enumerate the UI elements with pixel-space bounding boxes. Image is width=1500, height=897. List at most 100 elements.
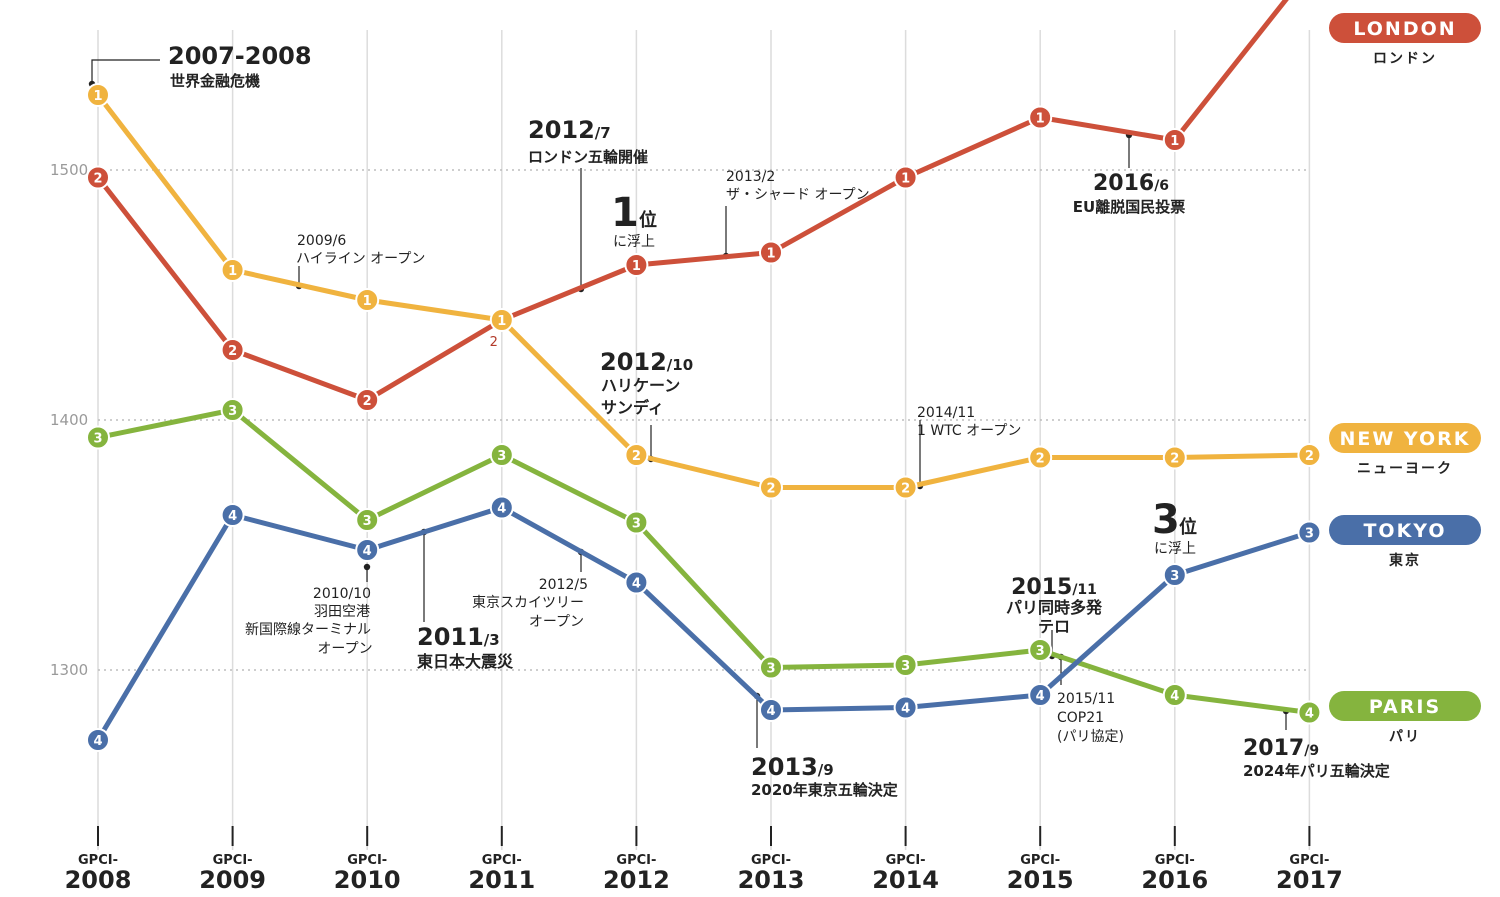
- point-london-2013: [759, 240, 783, 265]
- rank-label-newyork-2009: 1: [228, 264, 237, 279]
- legend-pill-paris: [1329, 691, 1481, 721]
- rank-label-newyork-2008: 1: [93, 89, 102, 104]
- rank-label-paris-2016: 4: [1170, 689, 1179, 704]
- annotation-dot-8: [363, 563, 371, 571]
- rank-label-tokyo-2014: 4: [901, 702, 910, 717]
- point-london-2016: [1162, 128, 1187, 152]
- annotation-earthquake-text: 東日本大震災: [417, 652, 514, 671]
- y-tick-label-1500: 1500: [50, 161, 88, 179]
- x-tick-prefix-2014: GPCI-: [886, 853, 926, 868]
- point-tokyo-2009: [220, 503, 245, 527]
- x-tick-label-2011: 2011: [468, 866, 535, 894]
- point-paris-2014: [893, 653, 918, 677]
- x-tick-label-2017: 2017: [1276, 866, 1343, 894]
- annotation-paris-attacks-text-1: パリ同時多発: [1006, 598, 1103, 617]
- rank-label-newyork-2014: 2: [901, 482, 910, 497]
- annotation-wtc-text: 1 WTC オープン: [917, 423, 1021, 439]
- x-tick-prefix-2013: GPCI-: [751, 853, 791, 868]
- point-london-2008: [86, 165, 110, 190]
- point-tokyo-2012: [624, 570, 649, 595]
- rank-label-tokyo-2013: 4: [766, 704, 775, 719]
- annotation-paris-olympics-text: 2024年パリ五輪決定: [1243, 762, 1390, 780]
- legend-name-newyork: NEW YORK: [1339, 428, 1470, 450]
- point-tokyo-2008: [86, 728, 110, 752]
- annotation-brexit-text: EU離脱国民投票: [1073, 198, 1185, 216]
- rank-label-newyork-2017: 2: [1305, 449, 1314, 464]
- point-paris-2017: [1297, 700, 1322, 725]
- x-tick-prefix-2009: GPCI-: [213, 853, 253, 868]
- annotation-financial-crisis-text: 世界金融危機: [170, 72, 260, 90]
- legend-pill-london: [1329, 13, 1481, 43]
- annotation-haneda-text-1: 羽田空港: [314, 604, 370, 620]
- rank-label-paris-2010: 3: [363, 514, 372, 529]
- point-london-2014: [893, 165, 918, 190]
- rank-label-paris-2017: 4: [1305, 707, 1314, 722]
- annotation-shard-date: 2013/2: [726, 169, 775, 185]
- x-tick-prefix-2016: GPCI-: [1155, 853, 1195, 868]
- rank-label-newyork-2015: 2: [1036, 452, 1045, 467]
- rank-label-tokyo-2017: 3: [1305, 527, 1314, 542]
- rank-label-newyork-2010: 1: [363, 294, 372, 309]
- point-newyork-2012: [624, 443, 649, 467]
- point-newyork-2017: [1297, 443, 1322, 467]
- legend-name-paris: PARIS: [1369, 696, 1441, 718]
- point-paris-2016: [1162, 683, 1187, 707]
- x-tick-label-2012: 2012: [603, 866, 670, 894]
- annotation-skytree-text-2: オープン: [529, 614, 584, 630]
- rank-label-tokyo-2015: 4: [1036, 689, 1045, 704]
- annotation-london-olympics-date: 2012/7: [528, 116, 611, 144]
- rank-label-paris-2013: 3: [766, 662, 775, 677]
- annotation-earthquake-date: 2011/3: [417, 623, 500, 651]
- annotation-leader-1: [91, 59, 160, 84]
- point-paris-2008: [86, 425, 110, 450]
- rank-label-tokyo-2012: 4: [632, 577, 641, 592]
- rank-label-paris-2008: 3: [93, 432, 102, 447]
- x-tick-prefix-2017: GPCI-: [1289, 853, 1329, 868]
- rank-note-london-2011: 2: [490, 335, 498, 350]
- annotation-cop21-text-2: (パリ協定): [1057, 729, 1124, 745]
- annotation-tokyo-olympics-text: 2020年東京五輪決定: [751, 781, 898, 799]
- rank-label-london-2014: 1: [901, 172, 910, 187]
- annotation-highline-date: 2009/6: [297, 233, 346, 249]
- point-newyork-2015: [1028, 445, 1053, 470]
- point-tokyo-2013: [759, 698, 783, 722]
- point-newyork-2011: [489, 308, 514, 332]
- annotation-tokyo-olympics-date: 2013/9: [751, 753, 834, 781]
- x-tick-prefix-2010: GPCI-: [347, 853, 387, 868]
- point-paris-2011: [489, 443, 514, 467]
- x-tick-label-2015: 2015: [1007, 866, 1074, 894]
- rank-label-london-2009: 2: [228, 344, 237, 359]
- rank-label-paris-2012: 3: [632, 517, 641, 532]
- point-tokyo-2011: [489, 495, 514, 520]
- rank-label-paris-2015: 3: [1036, 644, 1045, 659]
- x-tick-label-2008: 2008: [65, 866, 132, 894]
- point-tokyo-2014: [893, 695, 918, 720]
- series-line-london: [95, 0, 1289, 403]
- rank-label-newyork-2012: 2: [632, 449, 641, 464]
- annotation-shard-text: ザ・シャード オープン: [726, 187, 870, 203]
- x-tick-label-2010: 2010: [334, 866, 401, 894]
- annotation-highline-text: ハイライン オープン: [296, 251, 425, 267]
- rank-label-tokyo-2008: 4: [93, 734, 102, 749]
- annotation-sandy-text-2: サンディ: [601, 398, 664, 417]
- rank-label-tokyo-2009: 4: [228, 509, 237, 524]
- point-newyork-2009: [220, 258, 245, 282]
- rank-label-paris-2014: 3: [901, 659, 910, 674]
- annotation-paris-olympics-date: 2017/9: [1243, 736, 1319, 761]
- x-tick-prefix-2008: GPCI-: [78, 853, 118, 868]
- x-tick-label-2016: 2016: [1141, 866, 1208, 894]
- x-tick-label-2013: 2013: [738, 866, 805, 894]
- point-tokyo-2010: [355, 538, 380, 562]
- legend-pill-tokyo: [1329, 515, 1481, 545]
- rank-label-tokyo-2016: 3: [1170, 569, 1179, 584]
- legend-name-london: LONDON: [1353, 18, 1456, 40]
- rank-label-london-2008: 2: [93, 172, 102, 187]
- point-newyork-2010: [355, 288, 380, 312]
- annotation-rank-up-1-suffix: 位: [639, 209, 657, 231]
- point-london-2015: [1028, 105, 1053, 130]
- x-tick-prefix-2015: GPCI-: [1020, 853, 1060, 868]
- rank-label-newyork-2011: 1: [497, 314, 506, 329]
- point-paris-2010: [355, 508, 380, 532]
- rank-label-newyork-2016: 2: [1170, 452, 1179, 467]
